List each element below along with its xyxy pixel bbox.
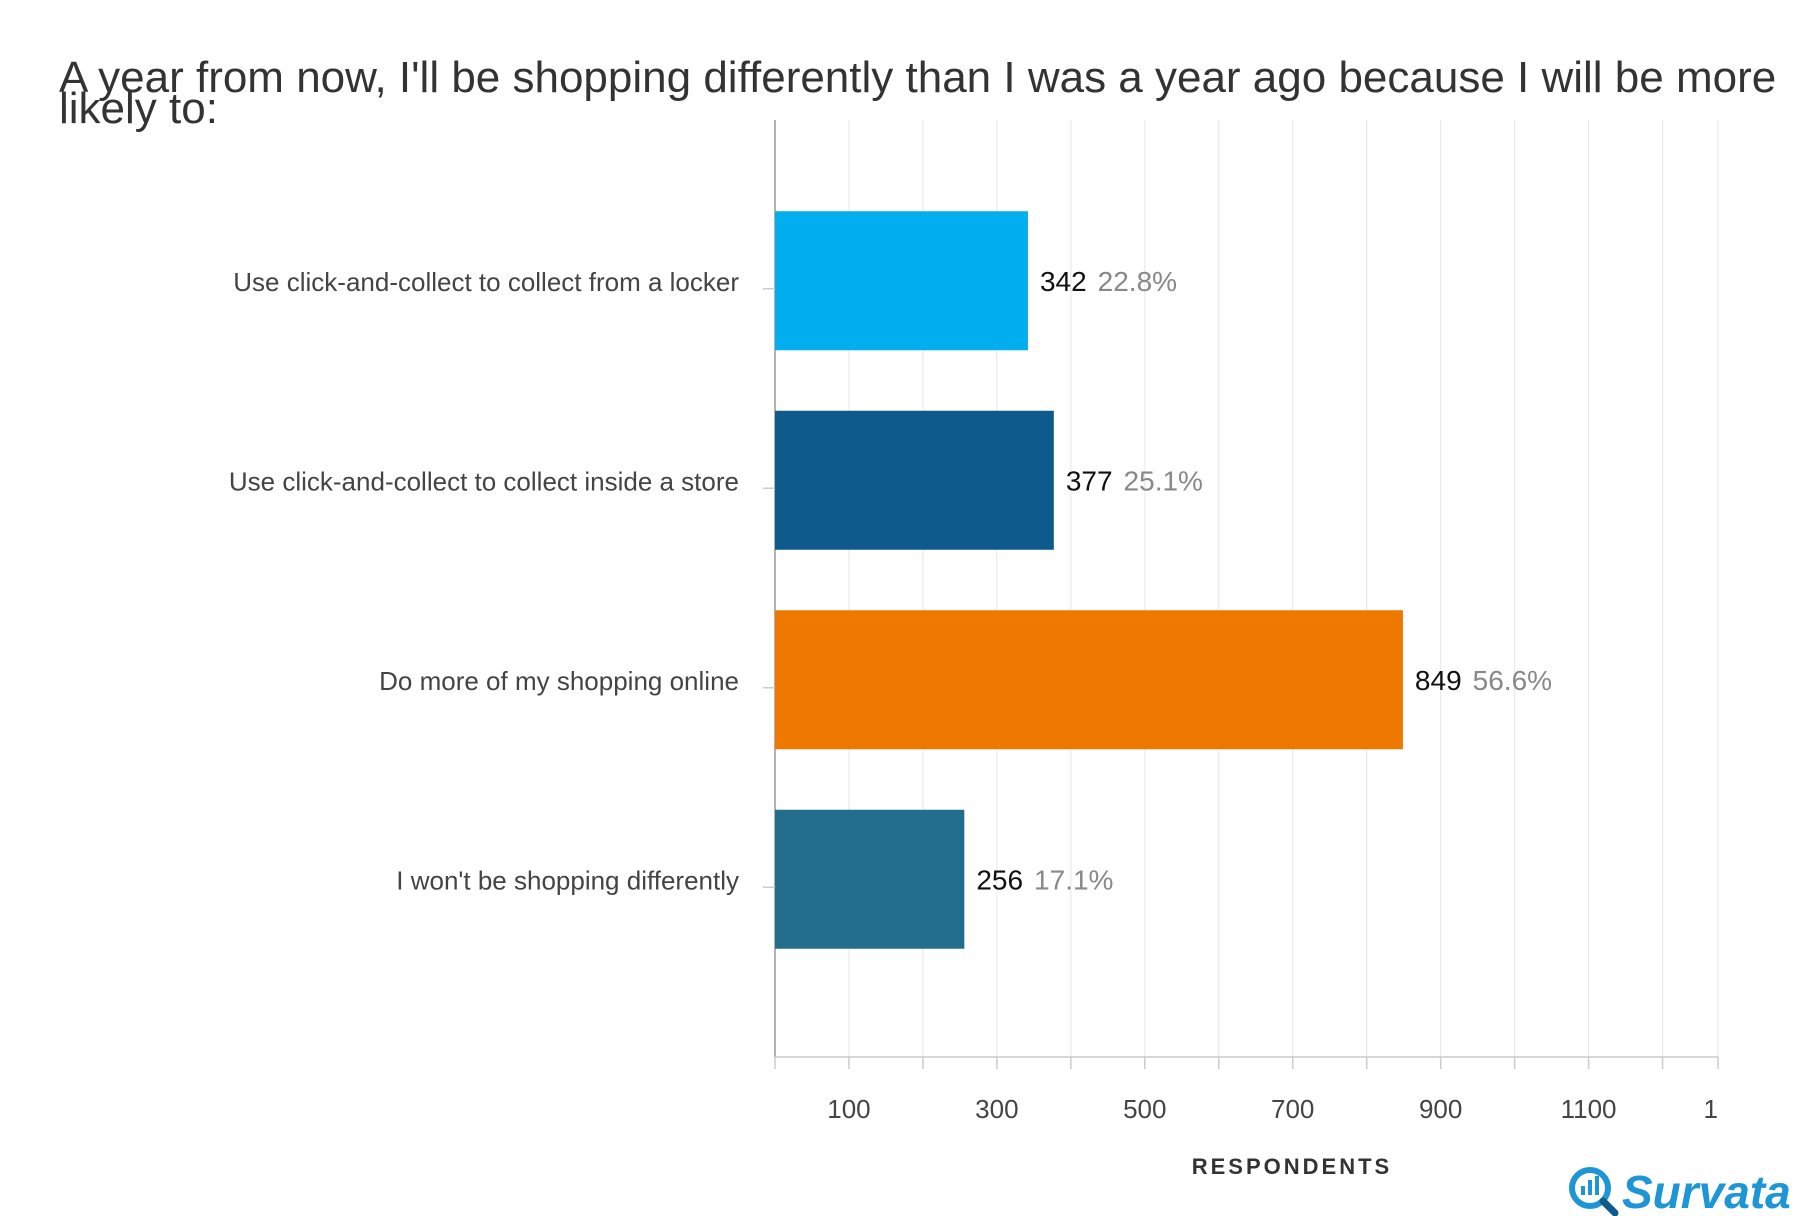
x-tick-label: 1	[1704, 1094, 1718, 1124]
x-tick-labels: 100 300 500 700 900 1100 1	[827, 1094, 1718, 1124]
bar	[775, 410, 1054, 550]
category-label: Use click-and-collect to collect from a …	[233, 267, 739, 297]
chart-title: A year from now, I'll be shopping differ…	[59, 53, 1776, 133]
bar	[775, 809, 965, 949]
bar	[775, 610, 1403, 750]
x-tick-label: 700	[1271, 1094, 1314, 1124]
brand-name: Survata	[1622, 1166, 1791, 1216]
survata-logo: Survata	[1569, 1166, 1791, 1216]
x-tick-label: 100	[827, 1094, 870, 1124]
data-label-percent: 17.1%	[1034, 864, 1113, 895]
data-label-value: 849	[1415, 665, 1462, 696]
bar	[775, 211, 1028, 351]
data-label-value: 342	[1040, 266, 1087, 297]
bars	[775, 211, 1403, 949]
survata-logo-icon	[1569, 1167, 1619, 1216]
data-label-percent: 22.8%	[1098, 266, 1177, 297]
x-tick-label: 1100	[1561, 1094, 1617, 1124]
x-tick-label: 300	[975, 1094, 1018, 1124]
x-tick-label: 900	[1419, 1094, 1462, 1124]
data-label-value: 256	[976, 864, 1023, 895]
chart-title-line-1: A year from now, I'll be shopping differ…	[59, 53, 1776, 102]
data-labels: 342 22.8% 377 25.1% 849 56.6% 256 17.1%	[976, 266, 1552, 896]
x-tick-label: 500	[1123, 1094, 1166, 1124]
category-labels: Use click-and-collect to collect from a …	[229, 267, 739, 896]
category-label: Use click-and-collect to collect inside …	[229, 466, 739, 496]
x-axis-title: RESPONDENTS	[1192, 1154, 1392, 1179]
chart-title-line-2: likely to:	[59, 84, 218, 133]
category-label: Do more of my shopping online	[379, 666, 739, 696]
data-label-percent: 56.6%	[1473, 665, 1552, 696]
data-label-percent: 25.1%	[1124, 465, 1203, 496]
category-label: I won't be shopping differently	[396, 865, 739, 895]
data-label-value: 377	[1066, 465, 1113, 496]
